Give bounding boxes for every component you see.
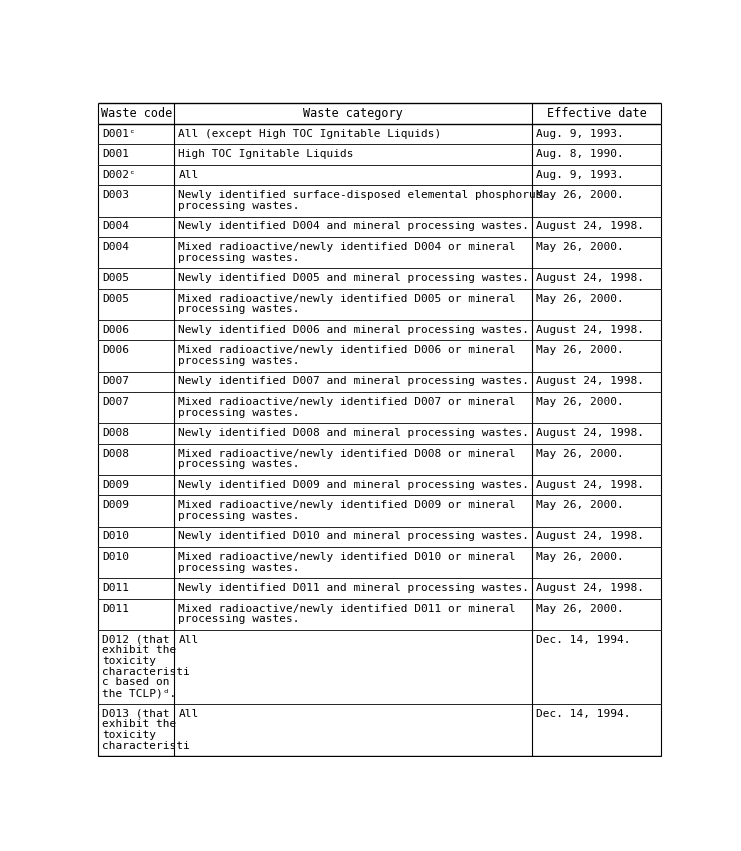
Text: August 24, 1998.: August 24, 1998. [536,480,644,490]
Text: D005: D005 [102,294,130,304]
Text: Newly identified D005 and mineral processing wastes.: Newly identified D005 and mineral proces… [179,273,529,283]
Text: exhibit the: exhibit the [102,645,176,655]
Text: Newly identified D004 and mineral processing wastes.: Newly identified D004 and mineral proces… [179,221,529,231]
Text: August 24, 1998.: August 24, 1998. [536,325,644,334]
Text: D011: D011 [102,583,130,593]
Text: D010: D010 [102,531,130,541]
Text: D001ᶜ: D001ᶜ [102,129,136,139]
Text: All: All [179,170,199,180]
Text: D009: D009 [102,500,130,511]
Text: D013 (that: D013 (that [102,709,170,718]
Text: August 24, 1998.: August 24, 1998. [536,583,644,593]
Text: Dec. 14, 1994.: Dec. 14, 1994. [536,709,631,718]
Text: D001: D001 [102,149,130,159]
Text: Waste category: Waste category [303,107,403,120]
Text: May 26, 2000.: May 26, 2000. [536,603,623,614]
Text: D006: D006 [102,346,130,356]
Text: May 26, 2000.: May 26, 2000. [536,294,623,304]
Text: D004: D004 [102,242,130,252]
Text: Mixed radioactive/newly identified D009 or mineral: Mixed radioactive/newly identified D009 … [179,500,516,511]
Text: Newly identified D010 and mineral processing wastes.: Newly identified D010 and mineral proces… [179,531,529,541]
Text: Mixed radioactive/newly identified D007 or mineral: Mixed radioactive/newly identified D007 … [179,397,516,407]
Text: Mixed radioactive/newly identified D011 or mineral: Mixed radioactive/newly identified D011 … [179,603,516,614]
Text: Newly identified D011 and mineral processing wastes.: Newly identified D011 and mineral proces… [179,583,529,593]
Text: Aug. 9, 1993.: Aug. 9, 1993. [536,170,623,180]
Text: the TCLP)ᵈ.: the TCLP)ᵈ. [102,688,176,698]
Text: Aug. 8, 1990.: Aug. 8, 1990. [536,149,623,159]
Text: August 24, 1998.: August 24, 1998. [536,531,644,541]
Text: exhibit the: exhibit the [102,719,176,729]
Text: characteristi: characteristi [102,666,190,677]
Text: Mixed radioactive/newly identified D005 or mineral: Mixed radioactive/newly identified D005 … [179,294,516,304]
Text: toxicity: toxicity [102,656,156,666]
Text: Waste code: Waste code [101,107,172,120]
Text: characteristi: characteristi [102,740,190,751]
Text: May 26, 2000.: May 26, 2000. [536,397,623,407]
Text: D012 (that: D012 (that [102,635,170,645]
Text: processing wastes.: processing wastes. [179,305,300,314]
Text: D004: D004 [102,221,130,231]
Text: processing wastes.: processing wastes. [179,563,300,573]
Text: D008: D008 [102,428,130,438]
Text: D006: D006 [102,325,130,334]
Text: processing wastes.: processing wastes. [179,614,300,625]
Text: D005: D005 [102,273,130,283]
Text: Dec. 14, 1994.: Dec. 14, 1994. [536,635,631,645]
Text: Mixed radioactive/newly identified D004 or mineral: Mixed radioactive/newly identified D004 … [179,242,516,252]
Text: D011: D011 [102,603,130,614]
Text: May 26, 2000.: May 26, 2000. [536,191,623,200]
Text: Newly identified D006 and mineral processing wastes.: Newly identified D006 and mineral proces… [179,325,529,334]
Text: D002ᶜ: D002ᶜ [102,170,136,180]
Text: D009: D009 [102,480,130,490]
Text: toxicity: toxicity [102,730,156,740]
Text: processing wastes.: processing wastes. [179,408,300,418]
Text: May 26, 2000.: May 26, 2000. [536,448,623,459]
Text: All (except High TOC Ignitable Liquids): All (except High TOC Ignitable Liquids) [179,129,442,139]
Text: High TOC Ignitable Liquids: High TOC Ignitable Liquids [179,149,354,159]
Text: processing wastes.: processing wastes. [179,253,300,263]
Text: Newly identified D009 and mineral processing wastes.: Newly identified D009 and mineral proces… [179,480,529,490]
Text: Newly identified surface-disposed elemental phosphorus: Newly identified surface-disposed elemen… [179,191,543,200]
Text: processing wastes.: processing wastes. [179,460,300,469]
Text: August 24, 1998.: August 24, 1998. [536,273,644,283]
Text: Newly identified D008 and mineral processing wastes.: Newly identified D008 and mineral proces… [179,428,529,438]
Text: Mixed radioactive/newly identified D008 or mineral: Mixed radioactive/newly identified D008 … [179,448,516,459]
Text: August 24, 1998.: August 24, 1998. [536,428,644,438]
Text: All: All [179,709,199,718]
Text: May 26, 2000.: May 26, 2000. [536,242,623,252]
Text: August 24, 1998.: August 24, 1998. [536,221,644,231]
Text: August 24, 1998.: August 24, 1998. [536,376,644,386]
Text: May 26, 2000.: May 26, 2000. [536,346,623,356]
Text: Effective date: Effective date [547,107,646,120]
Text: Mixed radioactive/newly identified D010 or mineral: Mixed radioactive/newly identified D010 … [179,552,516,562]
Text: D007: D007 [102,376,130,386]
Text: D010: D010 [102,552,130,562]
Text: May 26, 2000.: May 26, 2000. [536,552,623,562]
Text: D007: D007 [102,397,130,407]
Text: D003: D003 [102,191,130,200]
Text: processing wastes.: processing wastes. [179,356,300,366]
Text: Aug. 9, 1993.: Aug. 9, 1993. [536,129,623,139]
Text: May 26, 2000.: May 26, 2000. [536,500,623,511]
Text: Newly identified D007 and mineral processing wastes.: Newly identified D007 and mineral proces… [179,376,529,386]
Text: c based on: c based on [102,677,170,688]
Text: processing wastes.: processing wastes. [179,511,300,521]
Text: processing wastes.: processing wastes. [179,201,300,211]
Text: Mixed radioactive/newly identified D006 or mineral: Mixed radioactive/newly identified D006 … [179,346,516,356]
Text: All: All [179,635,199,645]
Text: D008: D008 [102,448,130,459]
